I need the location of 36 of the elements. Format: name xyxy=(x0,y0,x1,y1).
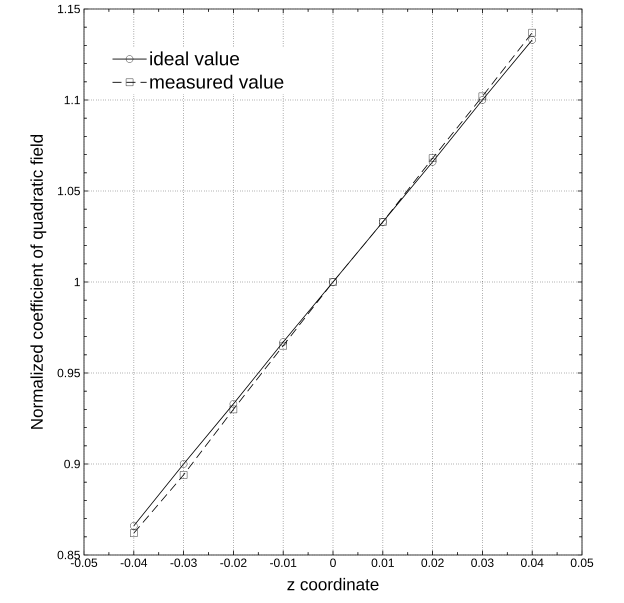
x-tick-label: -0.02 xyxy=(220,558,246,568)
point xyxy=(478,96,486,104)
y-tick-label: 0.9 xyxy=(64,460,80,468)
point xyxy=(130,522,138,530)
y-axis-title: Normalized coefficient of quadratic field xyxy=(30,134,46,429)
point xyxy=(180,460,188,468)
point xyxy=(428,154,436,162)
y-tick-label: 1.05 xyxy=(58,186,80,196)
legend-label: ideal value xyxy=(150,51,240,66)
x-tick-label: -0.03 xyxy=(170,558,197,568)
x-tick-label: 0.03 xyxy=(471,558,494,568)
y-tick-label: 1.1 xyxy=(64,96,80,104)
point xyxy=(180,471,188,479)
x-tick-label: -0.01 xyxy=(270,558,296,568)
y-tick-label: 0.85 xyxy=(58,550,80,560)
x-tick-label: 0.01 xyxy=(372,558,394,568)
point xyxy=(280,338,287,346)
point xyxy=(130,529,138,537)
x-tick-label: 0.02 xyxy=(421,558,444,568)
x-tick-label: -0.04 xyxy=(120,558,148,568)
point xyxy=(528,36,536,44)
point xyxy=(428,158,436,166)
x-tick-label: 0.04 xyxy=(521,558,544,568)
legend-label: measured value xyxy=(150,74,284,89)
y-tick-label: 0.95 xyxy=(58,368,80,378)
x-axis-title: z coordinate xyxy=(287,578,379,590)
y-tick-label: 1.15 xyxy=(58,4,80,14)
point xyxy=(230,406,238,414)
x-tick-label: 0 xyxy=(330,558,336,568)
point xyxy=(230,400,238,408)
point xyxy=(478,92,486,100)
y-tick-label: 1 xyxy=(74,278,80,286)
point xyxy=(280,342,287,350)
point xyxy=(528,28,536,36)
x-tick-label: -0.05 xyxy=(70,558,98,568)
x-tick-label: 0.05 xyxy=(570,558,594,568)
